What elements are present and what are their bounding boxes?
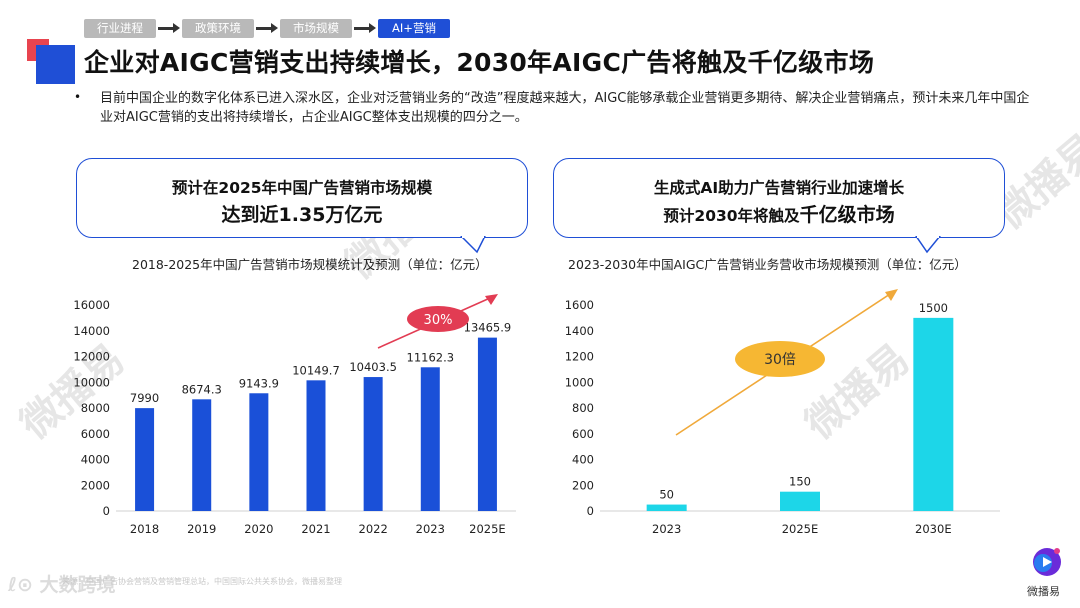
chart-left: 0 2000 4000 6000 8000 10000 12000 14000 16000 799… [73,294,516,536]
chart-right-title: 2023-2030年中国AIGC广告营销业务营收市场规模预测（单位：亿元） [568,257,967,272]
left-chart-x-tick-label: 2019 [187,522,216,536]
left-chart-data-label: 11162.3 [407,350,455,364]
left-chart-x-tick-label: 2021 [301,522,330,536]
left-chart-x-tick-label: 2025E [469,522,506,536]
breadcrumb-item-market[interactable]: 市场规模 [280,19,352,38]
left-chart-x-tick-label: 2022 [359,522,388,536]
callout-left-tail [460,236,486,254]
footer-logo-text: 大数跨境 [39,574,116,596]
left-chart-y-tick-label: 0 [103,504,110,518]
callout-right: 生成式AI助力广告营销行业加速增长 预计2030年将触及千亿级市场 [553,158,1005,238]
callout-right-line2a: 预计2030年将触及 [663,207,800,225]
left-chart-growth-label: 30% [424,313,453,328]
breadcrumb: 行业进程 政策环境 市场规模 AI+营销 [84,19,450,38]
left-chart-bar [192,399,212,511]
callout-right-line1: 生成式AI助力广告营销行业加速增长 [653,179,905,197]
breadcrumb-item-policy[interactable]: 政策环境 [182,19,254,38]
right-chart-x-tick-label: 2023 [652,522,681,536]
left-chart-data-label: 8674.3 [182,382,222,396]
right-chart-y-tick-label: 1200 [565,350,594,364]
right-chart-growth-label: 30倍 [764,352,796,368]
footer-logo-icon: ℓ⊙ [8,574,33,596]
right-chart-y-tick-label: 1000 [565,375,594,389]
left-chart-bar [135,408,155,511]
chart-right: 0 200 400 600 800 1000 1200 1400 1600 50 2023 150 20… [565,289,1000,536]
left-chart-y-tick-label: 8000 [81,401,110,415]
right-chart-y-tick-label: 200 [572,478,594,492]
callout-left-line2: 达到近1.35万亿元 [221,204,383,226]
left-chart-bar [363,377,383,511]
left-chart-bar [306,380,326,511]
arrow-right-icon [156,19,182,38]
left-chart-x-tick-label: 2020 [244,522,273,536]
right-chart-y-tick-label: 1600 [565,298,594,312]
left-chart-data-label: 10149.7 [292,363,340,377]
right-chart-bar [913,317,954,511]
breadcrumb-item-ai-marketing[interactable]: AI+营销 [378,19,450,38]
left-chart-y-tick-label: 16000 [73,298,110,312]
chart-left-title: 2018-2025年中国广告营销市场规模统计及预测（单位：亿元） [132,257,488,272]
right-chart-x-tick-label: 2025E [782,522,819,536]
right-chart-arrowhead [885,289,898,301]
brand-logo-icon [1033,548,1061,576]
left-chart-x-tick-label: 2023 [416,522,445,536]
right-chart-growth-badge [735,341,825,377]
footer-source: 来源：中国广告协会营销及营销管理总站，中国国际公共关系协会，微播易整理 [62,577,342,586]
title-decoration-blue [36,45,75,84]
page-title: 企业对AIGC营销支出持续增长，2030年AIGC广告将触及千亿级市场 [84,48,875,77]
right-chart-y-tick-label: 600 [572,427,594,441]
right-chart-y-tick-label: 1400 [565,324,594,338]
left-chart-bar [477,337,497,511]
right-chart-y-tick-label: 0 [587,504,594,518]
footer-logo: ℓ⊙ 大数跨境 [8,570,116,597]
callout-right-tail [915,236,941,254]
right-chart-x-tick-label: 2030E [915,522,952,536]
brand-name: 微播易 [1027,585,1060,598]
left-chart-data-label: 9143.9 [239,376,279,390]
left-chart-y-tick-label: 12000 [73,350,110,364]
right-chart-y-tick-label: 800 [572,401,594,415]
arrow-right-icon [254,19,280,38]
callout-right-line2b: 千亿级市场 [799,204,895,226]
right-chart-bar [780,491,820,511]
right-chart-data-label: 1500 [919,301,948,315]
left-chart-y-tick-label: 4000 [81,453,110,467]
right-chart-data-label: 150 [789,475,811,489]
arrow-right-icon [352,19,378,38]
callout-left: 预计在2025年中国广告营销市场规模 达到近1.35万亿元 [76,158,528,238]
description-text: 目前中国企业的数字化体系已进入深水区，企业对泛营销业务的“改造”程度越来越大，A… [100,91,1030,125]
left-chart-y-tick-label: 6000 [81,427,110,441]
left-chart-x-tick-label: 2018 [130,522,159,536]
left-chart-arrowhead [485,294,498,305]
bullet-dot-icon: • [74,90,82,104]
left-chart-bar [420,367,440,511]
left-chart-growth-badge [407,306,469,332]
left-chart-data-label: 7990 [130,391,159,405]
right-chart-y-tick-label: 400 [572,453,594,467]
breadcrumb-item-industry[interactable]: 行业进程 [84,19,156,38]
left-chart-data-label: 10403.5 [349,360,397,374]
left-chart-data-label: 13465.9 [464,321,512,335]
right-chart-bar [646,504,687,511]
left-chart-y-tick-label: 2000 [81,478,110,492]
left-chart-y-tick-label: 10000 [73,375,110,389]
left-chart-y-tick-label: 14000 [73,324,110,338]
right-chart-data-label: 50 [659,488,674,502]
left-chart-bar [249,393,269,511]
callout-left-line1: 预计在2025年中国广告营销市场规模 [171,179,433,197]
